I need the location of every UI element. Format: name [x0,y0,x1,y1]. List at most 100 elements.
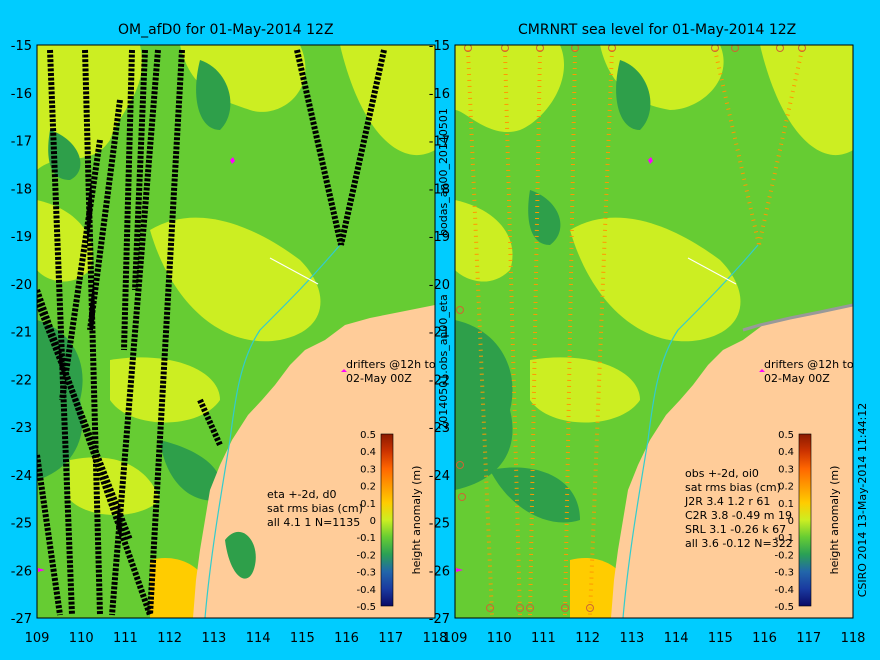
right-map [455,45,853,618]
colorbar-tick-label: 0.3 [360,464,376,475]
right-map-frame [454,44,854,619]
stats-line: obs +-2d, oi0 [685,467,759,480]
colorbar-tick-label: -0.3 [774,568,794,579]
colorbar-tick-label: 0 [788,516,794,527]
latitude-label: -21 [11,326,32,341]
high-anomaly-patch [340,45,435,156]
longitude-label: 109 [443,631,468,646]
depth-contour [622,244,759,618]
drifter-track [341,369,347,372]
colorbar-tick-label: -0.1 [774,533,794,544]
stats-line: SRL 3.1 -0.26 k 67 [685,523,786,536]
latitude-label: -15 [11,39,32,54]
latitude-label: -17 [11,135,32,150]
latitude-labels: -15 -16 -17 -18 -19 -20 -21 -22 -23 -24 -25 -26 -27 [11,39,32,627]
low-anomaly-patch [225,531,256,579]
coastal-observations [742,303,853,332]
latitude-label: -16 [429,87,450,102]
latitude-label: -26 [429,564,450,579]
low-anomaly-patch [616,60,651,130]
copyright-label: CSIRO 2014 13-May-2014 11:44:12 [856,403,869,598]
colorbar-tick-label: -0.4 [774,585,794,596]
colorbar [380,433,394,607]
low-anomaly-patch [37,320,83,480]
drifter-track [759,369,765,372]
high-anomaly-patch [180,45,306,112]
drifter-note: 02-May 00Z [346,372,412,385]
longitude-label: 117 [378,631,403,646]
high-anomaly-patch [760,45,853,156]
depth-contour [204,244,341,618]
run-label: bodas_an00_20140501 [437,108,450,236]
longitude-label: 115 [290,631,315,646]
latitude-label: -22 [429,373,450,388]
colorbar-tick-label: 0.3 [778,464,794,475]
longitude-label: 113 [201,631,226,646]
longitude-label: 115 [708,631,733,646]
left-map-title: OM_afD0 for 01-May-2014 12Z [118,22,334,38]
latitude-label: -20 [429,278,450,293]
altimeter-tracks [37,49,387,616]
longitude-label: 111 [531,631,556,646]
low-anomaly-patch [455,320,513,490]
colorbar-label: height anomaly (m) [410,466,423,575]
low-anomaly-patch [528,190,561,245]
longitude-label: 110 [487,631,512,646]
latitude-label: -27 [11,612,32,627]
colorbar-tick-label: 0.2 [778,482,794,493]
longitude-label: 114 [664,631,689,646]
stats-line: J2R 3.4 1.2 r 61 [684,495,770,508]
altimeter-observations [466,49,804,616]
high-anomaly-patch [455,45,565,133]
colorbar-tick-label: -0.4 [356,585,376,596]
longitude-label: 117 [796,631,821,646]
high-anomaly-patch [70,457,160,515]
latitude-label: -25 [429,517,450,532]
longitude-label: 118 [841,631,866,646]
colorbar-tick-label: -0.5 [774,602,794,613]
longitude-label: 111 [113,631,138,646]
high-anomaly-patch [455,200,513,282]
longitude-label: 116 [334,631,359,646]
colorbar-tick-label: 0.4 [360,447,376,458]
altimeter-observations [456,45,806,612]
latitude-label: -19 [11,230,32,245]
longitude-label: 118 [423,631,448,646]
colorbar-tick-label: 0.5 [360,430,376,441]
stats-line: sat rms bias (cm) [685,481,781,494]
colorbar-ticks: 0.5 0.4 0.3 0.2 0.1 0 -0.1 -0.2 -0.3 -0.4 -0.5 [356,430,376,613]
longitude-label: 114 [246,631,271,646]
colorbar-tick-label: 0.2 [360,482,376,493]
latitude-label: -18 [11,182,32,197]
longitude-label: 113 [619,631,644,646]
colorbar-tick-label: 0.5 [778,430,794,441]
colorbar-tick-label: -0.2 [356,550,376,561]
drifter-track [648,157,653,164]
latitude-label: -23 [429,421,450,436]
latitude-label: -24 [11,469,32,484]
drifter-note: 02-May 00Z [764,372,830,385]
longitude-label: 109 [25,631,50,646]
latitude-label: -22 [11,373,32,388]
drifter-track [456,568,463,572]
run-label: 20140501.obs_an00_eta [437,294,450,429]
latitude-label: -26 [11,564,32,579]
colorbar-tick-label: 0.1 [360,499,376,510]
section-line [687,257,737,285]
land [611,305,853,618]
drifter-track [38,568,45,572]
colorbar-tick-label: 0 [370,516,376,527]
stats-line: all 3.6 -0.12 N=322 [685,537,793,550]
latitude-label: -27 [429,612,450,627]
latitude-label: -15 [429,39,450,54]
latitude-label: -21 [429,326,450,341]
colorbar-label: height anomaly (m) [828,466,841,575]
stats-line: eta +-2d, d0 [267,488,336,501]
longitude-label: 110 [69,631,94,646]
longitude-label: 112 [157,631,182,646]
drifter-track [230,157,235,164]
right-stats: obs +-2d, oi0 sat rms bias (cm) J2R 3.4 … [684,467,793,550]
land [193,305,435,618]
drifter-note: drifters @12h to [346,358,436,371]
